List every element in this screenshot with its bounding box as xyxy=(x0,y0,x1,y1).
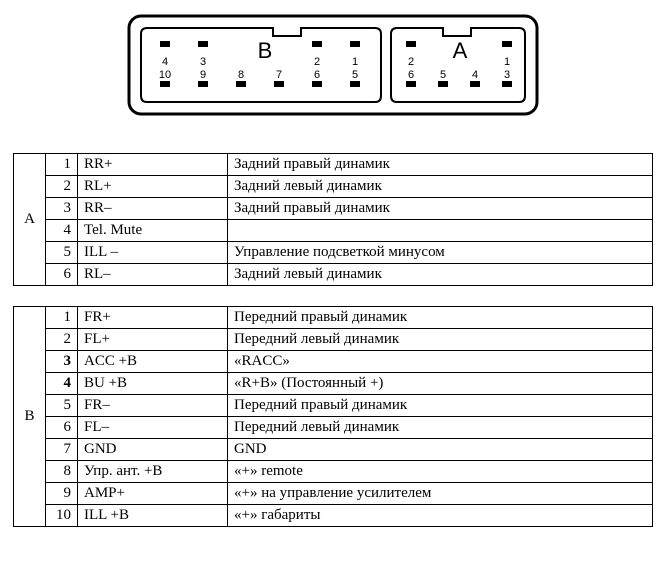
svg-text:A: A xyxy=(453,38,468,63)
pin-number: 1 xyxy=(46,154,78,176)
group-label: B xyxy=(14,307,46,527)
svg-text:3: 3 xyxy=(200,56,206,68)
table-row: 9AMP+«+» на управление усилителем xyxy=(14,483,653,505)
pin-number: 1 xyxy=(46,307,78,329)
svg-text:6: 6 xyxy=(314,69,320,81)
pin-number: 4 xyxy=(46,373,78,395)
pin-number: 2 xyxy=(46,329,78,351)
signal-desc: Передний левый динамик xyxy=(228,417,653,439)
signal-name: RL+ xyxy=(78,176,228,198)
signal-desc: «+» габариты xyxy=(228,505,653,527)
signal-name: RR+ xyxy=(78,154,228,176)
signal-desc: GND xyxy=(228,439,653,461)
connector-svg: 4 3 2 1 B 10 9 8 7 6 5 2 1 A 6 5 4 3 xyxy=(123,10,543,120)
signal-desc: «+» remote xyxy=(228,461,653,483)
svg-text:5: 5 xyxy=(440,69,446,81)
table-row: 10ILL +B«+» габариты xyxy=(14,505,653,527)
pin-number: 8 xyxy=(46,461,78,483)
pin-number: 3 xyxy=(46,198,78,220)
signal-name: RR– xyxy=(78,198,228,220)
pin-number: 4 xyxy=(46,220,78,242)
table-row: 2RL+Задний левый динамик xyxy=(14,176,653,198)
pin-number: 5 xyxy=(46,395,78,417)
pin-number: 3 xyxy=(46,351,78,373)
signal-name: ILL – xyxy=(78,242,228,264)
svg-text:4: 4 xyxy=(162,56,168,68)
pin-number: 9 xyxy=(46,483,78,505)
pin-number: 10 xyxy=(46,505,78,527)
svg-text:9: 9 xyxy=(200,69,206,81)
svg-text:B: B xyxy=(258,38,273,63)
pin-number: 2 xyxy=(46,176,78,198)
table-row: 4BU +B«R+B» (Постоянный +) xyxy=(14,373,653,395)
table-row: 3RR–Задний правый динамик xyxy=(14,198,653,220)
signal-name: GND xyxy=(78,439,228,461)
table-row: 3ACC +B«RACC» xyxy=(14,351,653,373)
signal-desc: «+» на управление усилителем xyxy=(228,483,653,505)
svg-text:3: 3 xyxy=(504,69,510,81)
signal-name: FL+ xyxy=(78,329,228,351)
table-row: A1RR+Задний правый динамик xyxy=(14,154,653,176)
table-row: 7GNDGND xyxy=(14,439,653,461)
signal-desc: Передний левый динамик xyxy=(228,329,653,351)
signal-name: FL– xyxy=(78,417,228,439)
table-row: 4Tel. Mute xyxy=(14,220,653,242)
svg-text:5: 5 xyxy=(352,69,358,81)
signal-name: FR– xyxy=(78,395,228,417)
svg-text:2: 2 xyxy=(314,56,320,68)
table-row: 6RL–Задний левый динамик xyxy=(14,264,653,286)
signal-desc: Задний левый динамик xyxy=(228,176,653,198)
signal-desc: Задний правый динамик xyxy=(228,198,653,220)
table-b: B1FR+Передний правый динамик2FL+Передний… xyxy=(13,306,653,527)
table-a: A1RR+Задний правый динамик2RL+Задний лев… xyxy=(13,153,653,286)
table-row: 6FL–Передний левый динамик xyxy=(14,417,653,439)
svg-text:4: 4 xyxy=(472,69,478,81)
connector-diagram: 4 3 2 1 B 10 9 8 7 6 5 2 1 A 6 5 4 3 xyxy=(10,10,656,125)
signal-desc: «R+B» (Постоянный +) xyxy=(228,373,653,395)
table-row: 5ILL –Управление подсветкой минусом xyxy=(14,242,653,264)
signal-name: FR+ xyxy=(78,307,228,329)
signal-desc: Задний правый динамик xyxy=(228,154,653,176)
group-label: A xyxy=(14,154,46,286)
signal-desc: Передний правый динамик xyxy=(228,307,653,329)
pin-number: 5 xyxy=(46,242,78,264)
svg-text:6: 6 xyxy=(408,69,414,81)
svg-text:8: 8 xyxy=(238,69,244,81)
table-row: 8Упр. ант. +B«+» remote xyxy=(14,461,653,483)
signal-name: ACC +B xyxy=(78,351,228,373)
signal-desc xyxy=(228,220,653,242)
signal-desc: Управление подсветкой минусом xyxy=(228,242,653,264)
signal-name: ILL +B xyxy=(78,505,228,527)
signal-desc: Задний левый динамик xyxy=(228,264,653,286)
signal-name: Tel. Mute xyxy=(78,220,228,242)
signal-name: Упр. ант. +B xyxy=(78,461,228,483)
table-row: 2FL+Передний левый динамик xyxy=(14,329,653,351)
svg-text:1: 1 xyxy=(352,56,358,68)
svg-text:1: 1 xyxy=(504,56,510,68)
pin-number: 6 xyxy=(46,417,78,439)
signal-name: AMP+ xyxy=(78,483,228,505)
signal-desc: «RACC» xyxy=(228,351,653,373)
pin-number: 6 xyxy=(46,264,78,286)
svg-text:2: 2 xyxy=(408,56,414,68)
svg-text:10: 10 xyxy=(159,69,171,81)
table-row: 5FR–Передний правый динамик xyxy=(14,395,653,417)
pin-number: 7 xyxy=(46,439,78,461)
signal-desc: Передний правый динамик xyxy=(228,395,653,417)
svg-text:7: 7 xyxy=(276,69,282,81)
signal-name: RL– xyxy=(78,264,228,286)
table-row: B1FR+Передний правый динамик xyxy=(14,307,653,329)
signal-name: BU +B xyxy=(78,373,228,395)
